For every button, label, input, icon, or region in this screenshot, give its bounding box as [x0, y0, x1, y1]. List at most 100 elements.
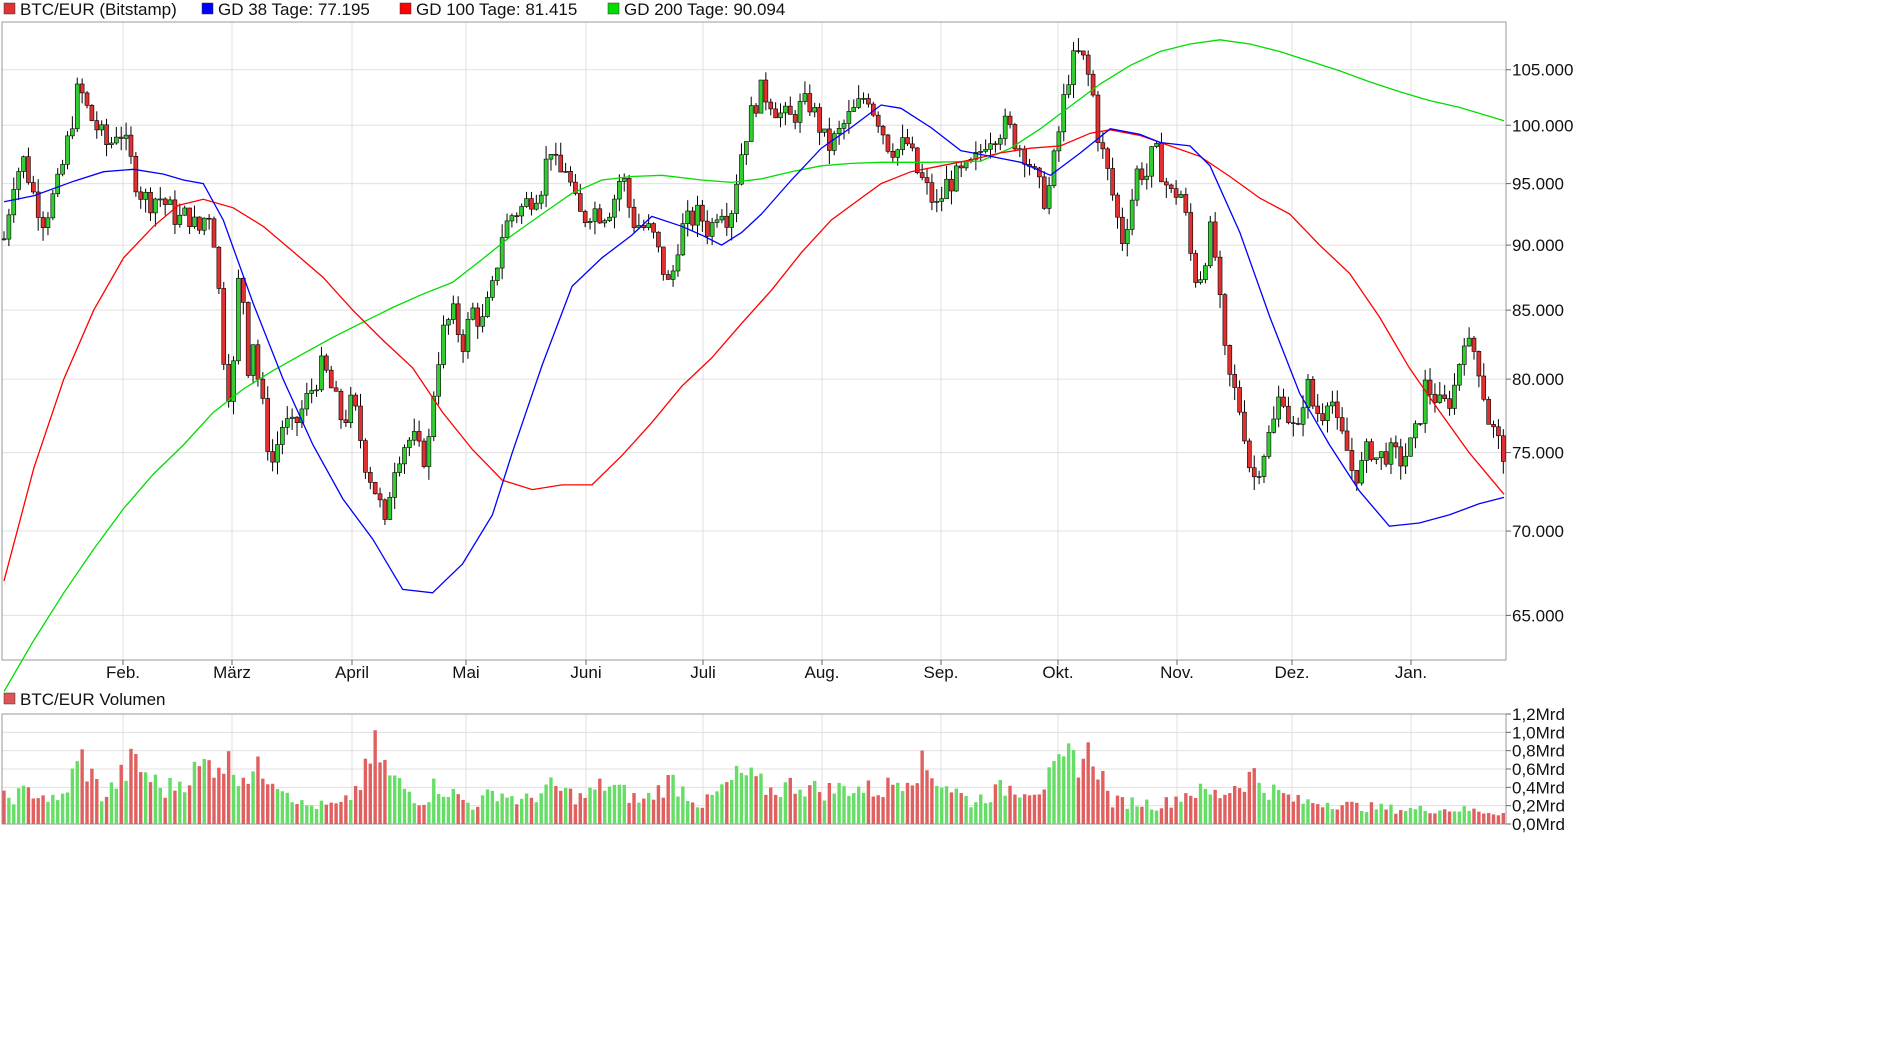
volume-bar: [1052, 760, 1056, 824]
volume-bar: [1350, 801, 1354, 824]
candle-body: [1491, 424, 1496, 428]
volume-bar: [353, 785, 358, 824]
candle-body: [167, 199, 173, 205]
candle-body: [768, 101, 774, 110]
volume-bar: [1462, 806, 1466, 824]
volume-bar: [881, 797, 885, 824]
candle-body: [954, 165, 959, 192]
volume-y-tick-label: 0,2Mrd: [1512, 797, 1565, 816]
volume-bar: [627, 802, 631, 824]
volume-bar: [959, 793, 963, 824]
volume-bar: [1482, 813, 1486, 824]
candle-body: [1212, 221, 1218, 258]
x-tick-label: Feb.: [106, 663, 140, 682]
volume-bar: [1013, 794, 1017, 824]
candle-body: [621, 178, 627, 182]
candle-body: [31, 182, 36, 193]
candle-body: [1061, 94, 1067, 133]
x-tick-label: Aug.: [805, 663, 840, 682]
candle-body: [485, 297, 490, 317]
x-tick-label: Juli: [690, 663, 716, 682]
volume-bar: [1179, 801, 1183, 824]
candle-body: [333, 387, 339, 392]
volume-bar: [759, 773, 763, 824]
volume-bar: [593, 789, 597, 824]
volume-bar: [1296, 794, 1300, 824]
volume-bar: [246, 783, 250, 824]
price-y-tick-label: 90.000: [1512, 236, 1564, 255]
candle-body: [206, 217, 212, 220]
volume-bar: [192, 761, 197, 824]
volume-bar: [808, 785, 812, 824]
candle-body: [509, 215, 515, 222]
candle-body: [1046, 185, 1052, 209]
price-legend: BTC/EUR (Bitstamp) GD 38 Tage: 77.195 GD…: [3, 0, 785, 19]
volume-bar: [949, 792, 954, 824]
x-tick-label: Dez.: [1275, 663, 1310, 682]
volume-bar: [1154, 810, 1159, 824]
candle-body: [802, 93, 808, 102]
candle-body: [177, 214, 183, 225]
candle-body: [1232, 374, 1237, 388]
candle-body: [958, 165, 964, 169]
candle-body: [1041, 176, 1047, 209]
volume-bar: [114, 788, 119, 824]
candle-body: [1310, 378, 1316, 407]
volume-bar: [900, 791, 905, 824]
volume-bar: [1364, 812, 1369, 824]
volume-bar: [1457, 811, 1462, 824]
candle-body: [1071, 50, 1076, 86]
legend-swatch-price: [3, 2, 16, 15]
volume-bar: [1413, 809, 1418, 824]
candle-body: [304, 393, 310, 410]
candle-body: [861, 98, 866, 100]
candle-body: [35, 191, 41, 218]
volume-bar: [891, 784, 895, 824]
legend-label-ma200: GD 200 Tage: 90.094: [624, 0, 785, 19]
candle-body: [1417, 423, 1423, 425]
volume-bar: [402, 788, 407, 824]
x-tick-label: Mai: [452, 663, 479, 682]
volume-bar: [500, 793, 504, 824]
candle-body: [1501, 435, 1506, 462]
price-frame: [1, 21, 1507, 661]
candle-body: [416, 431, 422, 442]
volume-bar: [1091, 766, 1095, 824]
volume-bar: [1408, 807, 1413, 824]
volume-bar: [397, 778, 402, 824]
candle-body: [519, 206, 524, 217]
candle-body: [1398, 446, 1404, 467]
candle-body: [524, 198, 529, 207]
volume-bar: [1140, 806, 1144, 824]
candle-body: [1354, 470, 1360, 484]
candle-body: [944, 178, 949, 200]
candle-body: [685, 210, 691, 224]
volume-bar: [226, 751, 231, 824]
candle-body: [343, 419, 349, 423]
volume-bar: [1120, 797, 1125, 824]
candle-body: [1242, 411, 1247, 442]
candle-body: [1134, 168, 1140, 201]
candle-body: [70, 128, 75, 137]
volume-bar: [104, 796, 109, 824]
candle-body: [387, 497, 393, 520]
candle-body: [1090, 73, 1096, 96]
candle-body: [1466, 337, 1472, 347]
volume-bar: [319, 800, 324, 824]
volume-bar: [256, 756, 260, 824]
volume-bar: [1472, 808, 1476, 824]
volume-bar: [803, 796, 807, 824]
volume-bar: [334, 803, 338, 824]
candles: [1, 38, 1506, 526]
volume-bar: [51, 794, 55, 824]
candle-body: [1442, 394, 1447, 399]
candle-body: [1286, 405, 1291, 424]
volume-bar: [1320, 807, 1325, 824]
volume-bar: [1257, 782, 1261, 824]
volume-bar: [349, 799, 353, 824]
candle-body: [1251, 467, 1257, 478]
volume-bar: [1486, 813, 1491, 824]
volume-bar: [270, 783, 275, 824]
volume-bar: [1081, 758, 1086, 824]
